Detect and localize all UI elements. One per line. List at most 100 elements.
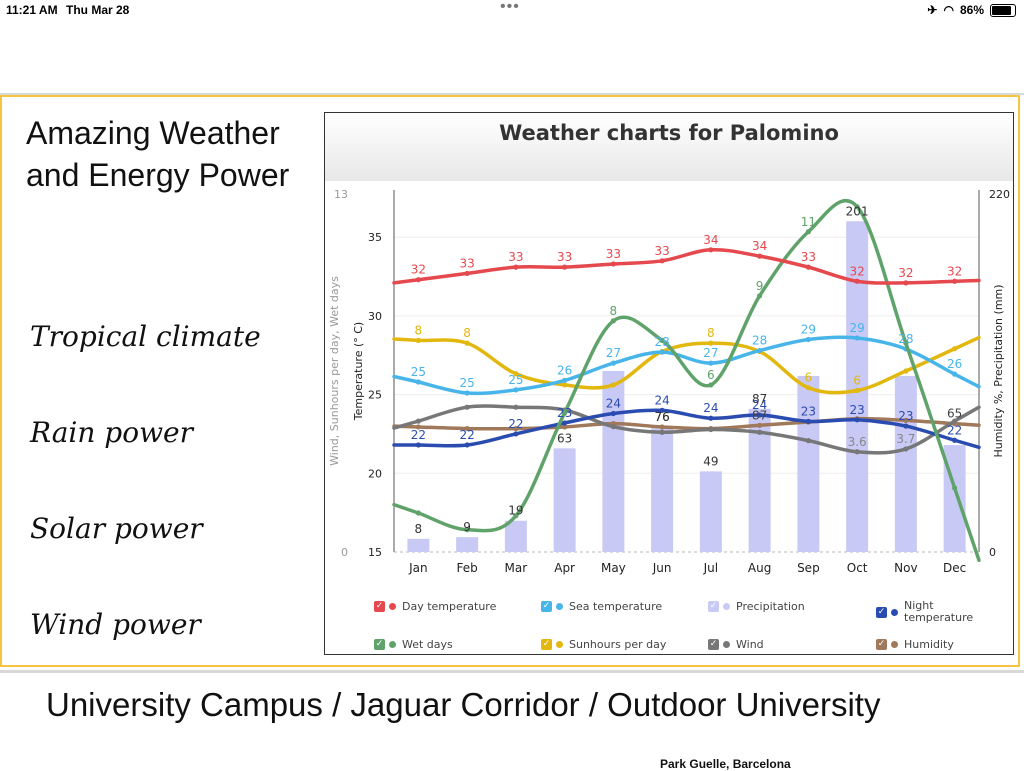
- night-temperature-data-label: 23: [898, 409, 913, 423]
- wet-days-point: [903, 340, 909, 346]
- sea-temperature-data-label: 27: [703, 346, 718, 360]
- battery-percent: 86%: [959, 3, 984, 17]
- legend-item[interactable]: ✓ Day temperature: [374, 600, 496, 613]
- temp-tick-label: 25: [368, 389, 382, 402]
- legend-checkbox-icon[interactable]: ✓: [541, 601, 552, 612]
- sunhours-per-day-point: [952, 346, 958, 352]
- legend-checkbox-icon[interactable]: ✓: [708, 601, 719, 612]
- night-temperature-point: [805, 418, 811, 424]
- night-temperature-point: [708, 415, 714, 421]
- night-temperature-line: [392, 408, 981, 450]
- bottom-divider: [0, 670, 1024, 673]
- x-tick-label: Jun: [652, 561, 672, 575]
- legend-checkbox-icon[interactable]: ✓: [708, 639, 719, 650]
- day-temperature-data-label: 33: [801, 250, 816, 264]
- wet-days-point: [464, 527, 470, 533]
- day-temperature-data-label: 32: [849, 264, 864, 278]
- status-bar: 11:21 AM Thu Mar 28 ••• ✈ ◠ 86%: [0, 0, 1024, 20]
- sea-temperature-point: [464, 390, 470, 396]
- legend-item[interactable]: ✓ Precipitation: [708, 600, 805, 613]
- sea-temperature-data-label: 25: [411, 365, 426, 379]
- day-temperature-point: [464, 270, 470, 277]
- left-tick-label: 0: [341, 546, 348, 559]
- wind-point: [659, 429, 665, 435]
- sea-temperature-point: [708, 360, 714, 366]
- legend-item[interactable]: ✓ Wind: [708, 638, 764, 651]
- chart-plot: 35 30 25 20 15 13 0 220 0 Wind, Sunhours per day,…: [328, 188, 1010, 575]
- footer-caption: Park Guelle, Barcelona: [660, 757, 791, 771]
- battery-icon: [990, 3, 1016, 17]
- legend-checkbox-icon[interactable]: ✓: [876, 639, 887, 650]
- night-temperature-point: [952, 437, 958, 443]
- sea-temperature-data-label: 25: [459, 376, 474, 390]
- day-temperature-data-label: 33: [654, 244, 669, 258]
- sunhours-per-day-point: [610, 382, 616, 388]
- precipitation-bar: [407, 538, 430, 552]
- sea-temperature-data-label: 26: [947, 357, 962, 371]
- legend-item[interactable]: ✓ Wet days: [374, 638, 453, 651]
- legend-checkbox-icon[interactable]: ✓: [374, 639, 385, 650]
- legend-item[interactable]: ✓ Humidity: [876, 638, 954, 651]
- night-temperature-data-label: 23: [801, 404, 816, 418]
- night-temperature-point: [562, 420, 568, 426]
- legend-item[interactable]: ✓ Sea temperature: [541, 600, 662, 613]
- multitask-dots-icon[interactable]: •••: [500, 0, 520, 15]
- sea-temperature-data-label: 27: [606, 346, 621, 360]
- day-temperature-point: [708, 247, 714, 253]
- day-temperature-point: [952, 278, 958, 284]
- slide-frame: [0, 95, 1020, 667]
- left-tick-label: 13: [334, 188, 348, 201]
- slide-title: Amazing Weather and Energy Power: [26, 115, 290, 193]
- x-tick-label: Sep: [797, 561, 820, 575]
- sea-temperature-point: [415, 379, 421, 385]
- wind-point: [952, 418, 958, 424]
- wet-days-point: [757, 293, 763, 299]
- left-axis-label: Wind, Sunhours per day, Wet days: [328, 276, 341, 466]
- day-temperature-data-label: 33: [459, 256, 474, 270]
- wind-point: [805, 438, 811, 444]
- sunhours-per-day-point: [903, 368, 909, 374]
- precipitation-bar: [651, 426, 674, 552]
- sunhours-per-day-data-label: 8: [707, 326, 715, 340]
- night-temperature-point: [610, 410, 616, 417]
- humidity-data-label: 76: [654, 410, 669, 424]
- right-tick-label: 220: [989, 188, 1010, 201]
- legend-label: Wet days: [402, 638, 453, 651]
- wet-days-point: [854, 204, 860, 210]
- day-temperature-point: [659, 258, 665, 264]
- legend-item[interactable]: ✓ Sunhours per day: [541, 638, 666, 651]
- legend-checkbox-icon[interactable]: ✓: [876, 606, 887, 618]
- day-temperature-point: [854, 278, 860, 284]
- x-tick-label: Dec: [943, 561, 966, 575]
- legend-dot-icon: [891, 641, 898, 648]
- humidity-line: [392, 416, 981, 431]
- night-temperature-point: [757, 412, 763, 418]
- sunhours-per-day-line: [392, 335, 981, 395]
- sea-temperature-line: [392, 335, 981, 396]
- sunhours-per-day-point: [513, 371, 519, 377]
- night-temperature-data-label: 23: [849, 403, 864, 417]
- humidity-point: [562, 424, 568, 430]
- legend-checkbox-icon[interactable]: ✓: [374, 601, 385, 612]
- x-tick-label: Nov: [894, 561, 917, 575]
- humidity-point: [903, 417, 909, 423]
- humidity-point: [513, 425, 519, 432]
- wet-days-point: [562, 410, 568, 416]
- sea-temperature-data-label: 26: [557, 363, 572, 377]
- legend-dot-icon: [891, 608, 898, 616]
- precipitation-bar: [602, 371, 625, 552]
- night-temperature-point: [464, 442, 470, 448]
- legend-item[interactable]: ✓ Night temperature: [876, 600, 984, 624]
- day-temperature-point: [610, 261, 616, 267]
- legend-label: Sunhours per day: [569, 638, 667, 651]
- sunhours-per-day-data-label: 6: [853, 373, 861, 387]
- wet-days-point: [415, 510, 421, 516]
- humidity-point: [415, 424, 421, 430]
- sea-temperature-point: [952, 371, 958, 377]
- chart-title: Weather charts for Palomino: [499, 121, 839, 145]
- wet-days-point: [659, 337, 665, 343]
- status-date: Thu Mar 28: [66, 3, 130, 17]
- legend-dot-icon: [556, 641, 563, 648]
- precipitation-data-label: 63: [557, 431, 572, 445]
- legend-checkbox-icon[interactable]: ✓: [541, 639, 552, 650]
